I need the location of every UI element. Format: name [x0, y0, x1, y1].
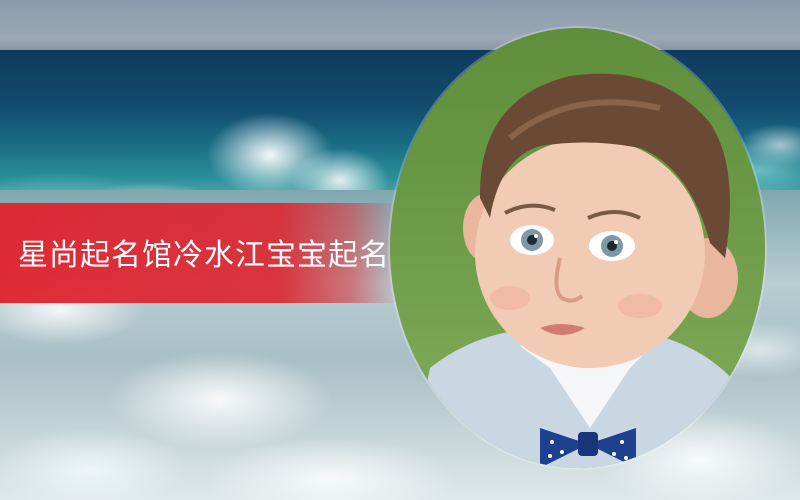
bow-tie	[540, 428, 636, 468]
left-eye	[510, 225, 554, 255]
child-illustration	[410, 73, 765, 468]
right-eye	[589, 231, 635, 261]
sky	[0, 0, 800, 55]
title-banner	[0, 203, 400, 303]
child-portrait	[390, 28, 765, 468]
nose	[554, 257, 584, 303]
mouth	[540, 324, 585, 335]
face	[475, 138, 705, 368]
banner-title: 星尚起名馆冷水江宝宝起名	[18, 238, 390, 273]
